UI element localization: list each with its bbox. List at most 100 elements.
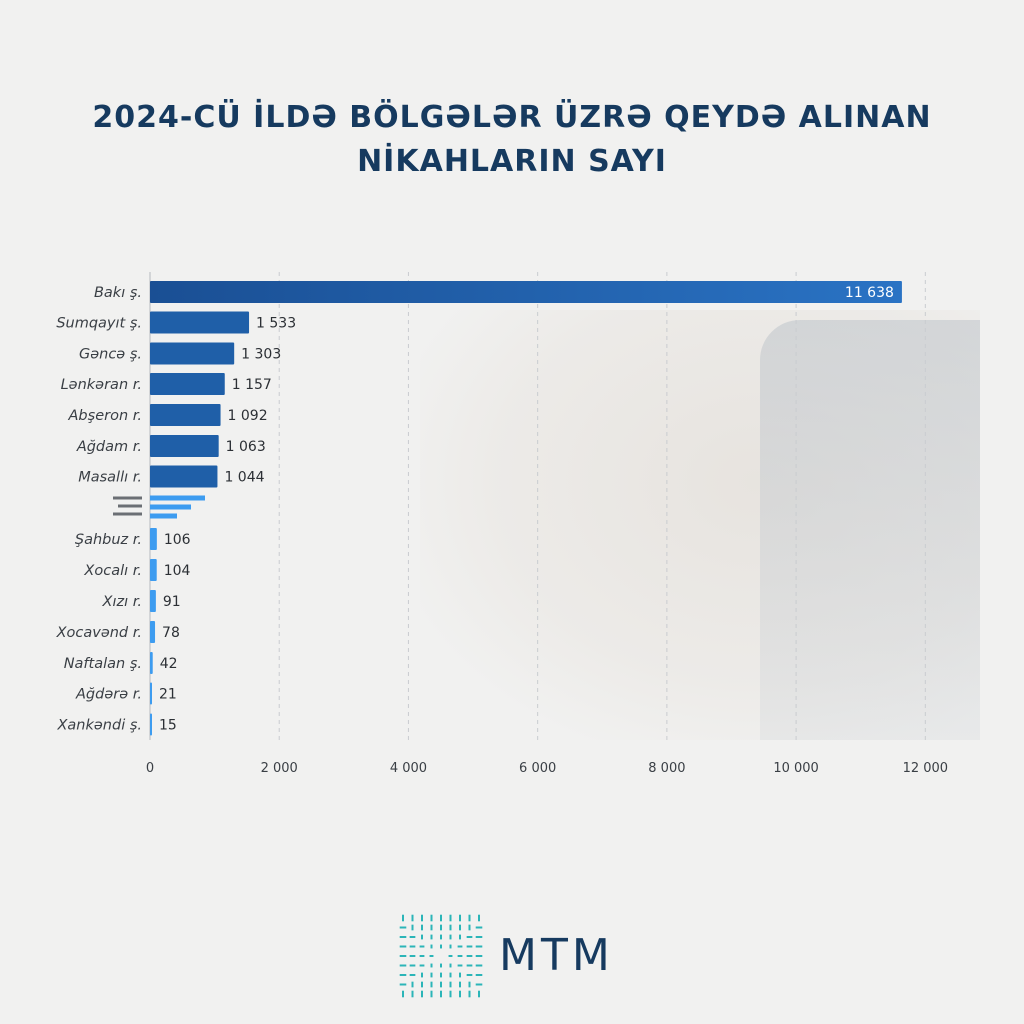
logo-mark-icon (399, 914, 483, 998)
logo-dash (440, 944, 442, 949)
bars-group: Bakı ş. 11 638 Sumqayıt ş. 1 533 Gəncə ş. 1 3… (56, 281, 902, 736)
logo-dash (440, 990, 442, 998)
break-marker-bar (150, 495, 205, 501)
logo-dash (399, 964, 407, 967)
value-label: 1 157 (232, 377, 272, 393)
logo-dash (399, 926, 407, 929)
logo-dash (409, 955, 416, 957)
value-label: 1 044 (224, 470, 264, 486)
logo-dash (457, 964, 463, 967)
logo-dash (459, 914, 461, 922)
logo-dash (411, 990, 414, 998)
x-tick-label: 6 000 (519, 761, 556, 776)
grid-lines (149, 272, 926, 740)
logo-dash (475, 936, 483, 938)
logo-dash (421, 924, 423, 931)
bar (150, 559, 157, 581)
logo-text: MTM (499, 930, 614, 981)
logo-dash (459, 924, 461, 931)
logo-dash (449, 972, 452, 978)
logo-dash (448, 955, 453, 957)
value-label: 21 (159, 687, 177, 703)
bar (150, 342, 235, 365)
value-label: 104 (164, 563, 191, 579)
logo-dash (409, 964, 416, 967)
mtm-logo: MTM (399, 914, 629, 998)
logo-dash (468, 990, 471, 998)
logo-dash (399, 945, 407, 948)
logo-dash (440, 972, 442, 978)
logo-dash (430, 963, 433, 968)
logo-dash (440, 924, 442, 931)
category-label: Xocavənd r. (56, 625, 142, 641)
logo-dash (468, 914, 471, 922)
value-label: 11 638 (845, 285, 894, 301)
logo-dash (430, 914, 433, 922)
logo-dash (419, 955, 425, 957)
logo-dash (440, 914, 442, 922)
break-marker-line (113, 512, 142, 516)
bar (150, 311, 250, 334)
value-label: 1 303 (241, 347, 281, 363)
logo-dash (402, 990, 404, 998)
logo-dash (429, 955, 434, 957)
logo-dash (419, 945, 425, 948)
bar (150, 713, 152, 736)
logo-dash (449, 944, 452, 949)
break-marker (113, 495, 205, 519)
bar (150, 621, 156, 643)
logo-dash (475, 955, 483, 957)
value-label: 91 (163, 594, 181, 610)
logo-dash (421, 934, 423, 940)
logo-dash (475, 926, 483, 929)
logo-dash (475, 974, 483, 976)
bar (150, 528, 157, 550)
logo-dash (421, 914, 423, 922)
category-label: Xızı r. (102, 594, 142, 610)
category-label: Şahbuz r. (75, 532, 142, 548)
category-label: Ağdərə r. (75, 687, 142, 703)
logo-dash (475, 945, 483, 948)
logo-dash (419, 964, 425, 967)
x-tick-label: 2 000 (261, 761, 298, 776)
logo-dash (399, 955, 407, 957)
background-photo-suit (760, 320, 980, 740)
category-label: Gəncə ş. (79, 347, 142, 363)
bar (150, 404, 221, 426)
category-label: Bakı ş. (94, 285, 142, 301)
logo-dash (449, 914, 452, 922)
logo-dash (475, 983, 483, 986)
logo-dash (478, 914, 480, 922)
logo-dash (421, 972, 423, 978)
logo-dash (475, 964, 483, 967)
logo-dash (449, 924, 452, 931)
logo-dash (449, 963, 452, 968)
bar (150, 373, 225, 395)
logo-dash (399, 983, 407, 986)
bar (150, 652, 153, 674)
logo-dash (402, 914, 404, 922)
logo-dash (449, 981, 452, 988)
category-label: Masallı r. (78, 470, 142, 486)
bar (150, 281, 902, 303)
logo-dash (449, 934, 452, 940)
break-marker-line (118, 504, 142, 508)
bar (150, 682, 152, 705)
logo-dash (466, 945, 473, 948)
logo-dash (449, 990, 452, 998)
chart-title-line1: 2024-CÜ İLDƏ BÖLGƏLƏR ÜZRƏ QEYDƏ ALINAN (92, 100, 932, 135)
x-axis: 0 2 000 4 000 6 000 8 000 10 000 12 000 (146, 761, 948, 776)
logo-dash (466, 936, 473, 938)
logo-dash (430, 981, 433, 988)
logo-dash (466, 964, 473, 967)
logo-dash (430, 944, 433, 949)
value-label: 1 063 (226, 439, 266, 455)
x-tick-label: 10 000 (773, 761, 819, 776)
logo-dash (478, 990, 480, 998)
logo-dash (409, 936, 416, 938)
logo-dash (430, 934, 433, 940)
logo-dash (430, 990, 433, 998)
logo-dash (399, 936, 407, 938)
bar (150, 465, 218, 488)
value-label: 106 (164, 532, 191, 548)
